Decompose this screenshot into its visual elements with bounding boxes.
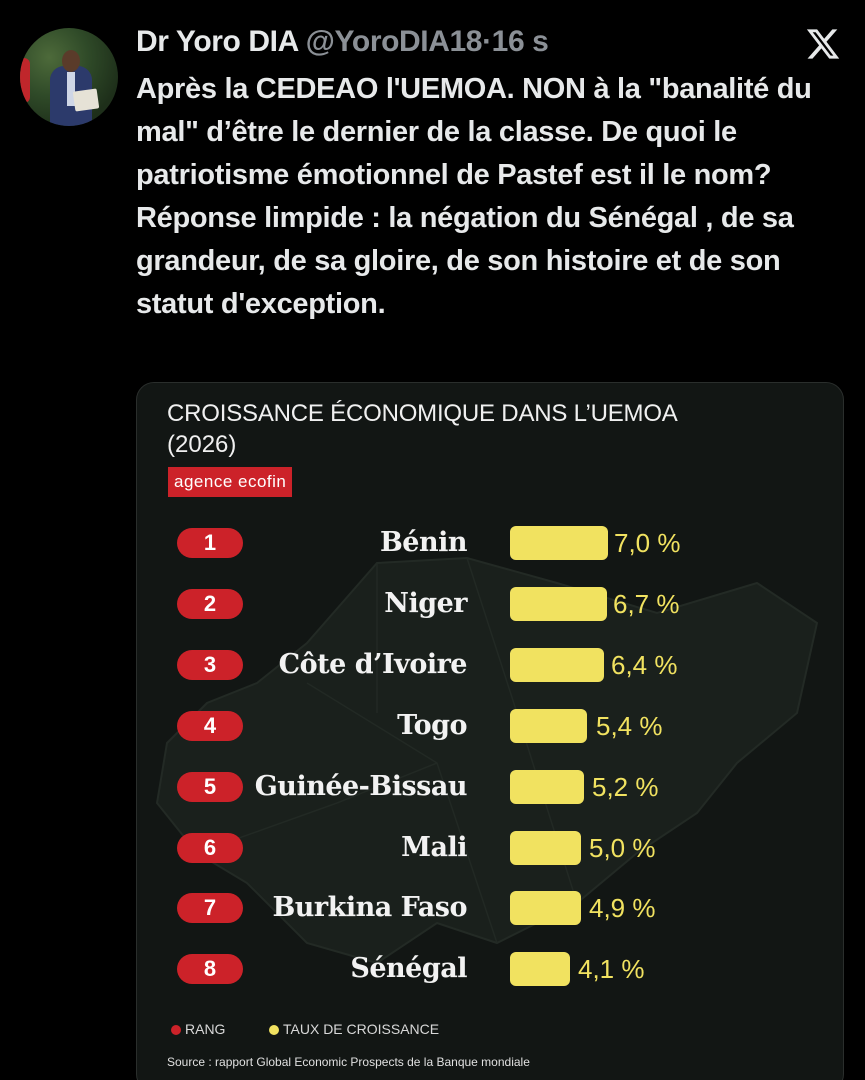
ranking-row: 6 Mali 5,0 % — [137, 828, 843, 868]
growth-value: 4,1 % — [578, 954, 645, 984]
chart-subtitle: (2026) — [167, 431, 237, 458]
ranking-row: 2 Niger 6,7 % — [137, 584, 843, 624]
growth-bar — [510, 526, 608, 560]
author-name[interactable]: Dr Yoro DIA — [136, 25, 298, 58]
author-handle[interactable]: @YoroDIA18 — [305, 25, 483, 58]
country-name: Togo — [397, 710, 467, 741]
growth-bar — [510, 648, 604, 682]
growth-bar — [510, 891, 581, 925]
rank-badge: 6 — [177, 833, 243, 863]
growth-value: 5,0 % — [589, 833, 656, 863]
country-name: Côte d’Ivoire — [278, 649, 468, 680]
growth-value: 5,4 % — [596, 711, 663, 741]
rank-badge: 2 — [177, 589, 243, 619]
growth-value: 4,9 % — [589, 893, 656, 923]
growth-value: 6,7 % — [613, 589, 680, 619]
growth-value: 7,0 % — [614, 528, 681, 558]
country-name: Guinée-Bissau — [254, 771, 468, 802]
legend-growth: TAUX DE CROISSANCE — [269, 1021, 439, 1037]
country-name: Burkina Faso — [272, 892, 467, 923]
timestamp[interactable]: 16 s — [491, 25, 549, 58]
country-name: Niger — [384, 588, 467, 619]
yellow-dot-icon — [269, 1025, 279, 1035]
chart-title: CROISSANCE ÉCONOMIQUE DANS L’UEMOA — [167, 400, 678, 427]
tweet-header: Dr Yoro DIA @YoroDIA18·16 s — [136, 24, 549, 60]
legend-rank: RANG — [171, 1021, 225, 1037]
rank-badge: 3 — [177, 650, 243, 680]
tweet-text: Après la CEDEAO l'UEMOA. NON à la "banal… — [136, 73, 812, 320]
avatar[interactable] — [20, 28, 118, 126]
growth-bar — [510, 709, 587, 743]
rank-badge: 4 — [177, 711, 243, 741]
growth-value: 5,2 % — [592, 772, 659, 802]
ranking-row: 7 Burkina Faso 4,9 % — [137, 888, 843, 928]
country-name: Sénégal — [350, 953, 467, 984]
growth-bar — [510, 587, 607, 621]
brand-logo: agence ecofin — [168, 467, 293, 497]
rank-badge: 8 — [177, 954, 243, 984]
ranking-row: 8 Sénégal 4,1 % — [137, 949, 843, 989]
ranking-row: 5 Guinée-Bissau 5,2 % — [137, 767, 843, 807]
country-name: Mali — [401, 832, 467, 863]
ranking-row: 3 Côte d’Ivoire 6,4 % — [137, 645, 843, 685]
growth-bar — [510, 831, 581, 865]
ranking-row: 4 Togo 5,4 % — [137, 706, 843, 746]
growth-bar — [510, 770, 584, 804]
rank-badge: 5 — [177, 772, 243, 802]
x-logo-icon — [806, 29, 840, 59]
rank-badge: 7 — [177, 893, 243, 923]
growth-value: 6,4 % — [611, 650, 678, 680]
separator: · — [482, 25, 492, 58]
ranking-row: 1 Bénin 7,0 % — [137, 523, 843, 563]
growth-bar — [510, 952, 570, 986]
country-name: Bénin — [379, 527, 468, 558]
infographic-card[interactable]: CROISSANCE ÉCONOMIQUE DANS L’UEMOA (2026… — [136, 382, 844, 1080]
source-note: Source : rapport Global Economic Prospec… — [167, 1055, 530, 1069]
rank-badge: 1 — [177, 528, 243, 558]
red-dot-icon — [171, 1025, 181, 1035]
